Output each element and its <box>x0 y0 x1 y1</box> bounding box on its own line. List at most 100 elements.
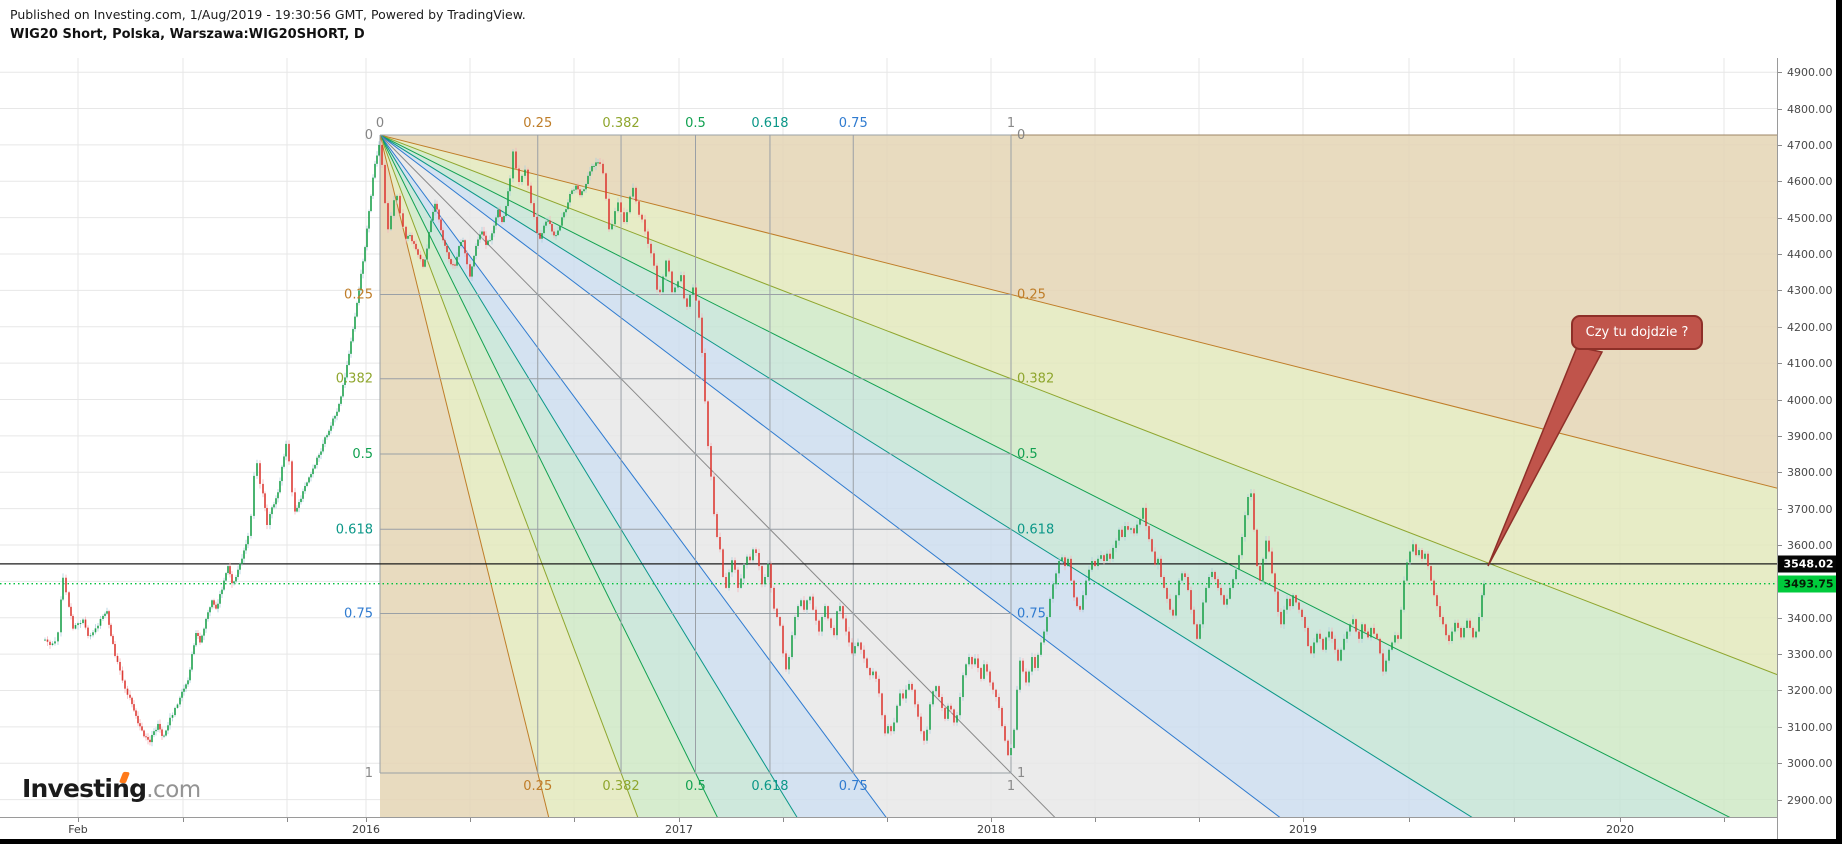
candle <box>209 607 211 613</box>
candle <box>294 492 296 512</box>
candle <box>530 185 532 204</box>
candle <box>839 606 841 612</box>
candle <box>1025 671 1027 683</box>
candle <box>354 316 356 330</box>
candle <box>1052 584 1054 599</box>
candle <box>348 353 350 365</box>
candle <box>338 403 340 412</box>
candle <box>124 680 126 689</box>
candle <box>713 476 715 515</box>
candle <box>322 443 324 452</box>
candle <box>579 189 581 196</box>
candle <box>183 688 185 692</box>
candle <box>722 549 724 578</box>
candle <box>854 646 856 654</box>
price-axis[interactable]: 4900.00 4800.00 4700.00 4600.00 4500.00 4400.… <box>1777 58 1839 840</box>
candle <box>1010 747 1012 756</box>
candle <box>977 658 979 668</box>
candle <box>896 705 898 723</box>
last-price-tag: 3493.75 <box>1778 575 1839 593</box>
candle <box>1475 631 1477 638</box>
candle <box>419 254 422 260</box>
candle <box>239 563 241 570</box>
candle <box>489 240 491 242</box>
candle <box>112 635 114 644</box>
price-axis-tick <box>1778 326 1782 328</box>
candle <box>217 603 219 609</box>
candle <box>1148 526 1150 540</box>
candle <box>1385 660 1387 672</box>
candle <box>505 206 507 217</box>
candle <box>893 722 895 732</box>
candle <box>241 558 243 564</box>
candle <box>749 556 751 561</box>
candle <box>539 232 541 239</box>
candle <box>770 563 772 588</box>
fib-label: 0.75 <box>839 779 868 794</box>
candle <box>167 725 169 731</box>
candle <box>836 611 838 636</box>
candle <box>686 298 688 307</box>
candle <box>1445 624 1447 636</box>
candle <box>644 219 646 232</box>
candle <box>46 639 49 642</box>
candle <box>1286 598 1288 610</box>
candle <box>65 577 67 593</box>
candle <box>830 618 832 628</box>
candle <box>791 635 793 658</box>
candle <box>366 228 368 248</box>
candle <box>458 246 460 257</box>
candle <box>1313 642 1315 654</box>
candle <box>1256 529 1258 567</box>
candle <box>507 191 509 207</box>
time-axis-tick <box>1620 818 1621 822</box>
candle <box>417 249 419 255</box>
candle <box>569 193 571 203</box>
price-axis-label: 4700.00 <box>1787 138 1833 152</box>
candle <box>890 726 892 732</box>
candle <box>1085 580 1087 596</box>
candle <box>1241 536 1243 556</box>
candle <box>1367 631 1369 638</box>
candle <box>1331 631 1333 639</box>
candle <box>126 688 129 695</box>
price-axis-label: 3900.00 <box>1787 429 1833 443</box>
candle <box>1088 569 1090 581</box>
candle <box>1037 654 1039 668</box>
candle <box>74 625 77 629</box>
candle <box>352 329 354 342</box>
candle <box>884 715 886 734</box>
candle <box>288 443 290 462</box>
candle <box>980 667 982 679</box>
candle <box>370 195 372 212</box>
fib-label: 0.382 <box>602 116 639 131</box>
candle <box>887 726 889 734</box>
candle <box>304 485 306 492</box>
candle <box>549 220 551 224</box>
candle <box>1478 617 1480 632</box>
candle <box>860 642 862 650</box>
candle <box>1187 577 1189 591</box>
candle <box>266 507 268 525</box>
candle <box>1334 638 1336 650</box>
candle <box>413 241 415 244</box>
candle <box>1265 540 1267 559</box>
time-axis[interactable]: Feb 2016 2017 2018 2019 2020 <box>0 817 1777 841</box>
time-axis-label: 2018 <box>977 823 1005 836</box>
price-axis-label: 3400.00 <box>1787 611 1833 625</box>
candle <box>411 235 413 242</box>
fib-label: 0.618 <box>336 522 373 537</box>
candle <box>262 483 264 494</box>
candle <box>143 730 145 737</box>
candle <box>968 657 970 665</box>
fib-fan-ray <box>379 134 1473 817</box>
candle <box>314 464 316 469</box>
candle <box>1022 660 1024 672</box>
candle <box>1094 561 1096 567</box>
candle <box>1193 609 1195 625</box>
time-axis-label: 2019 <box>1289 823 1317 836</box>
callout-annotation[interactable]: Czy tu dojdzie ? <box>1571 315 1703 350</box>
candle <box>436 203 438 210</box>
candle <box>318 454 320 458</box>
